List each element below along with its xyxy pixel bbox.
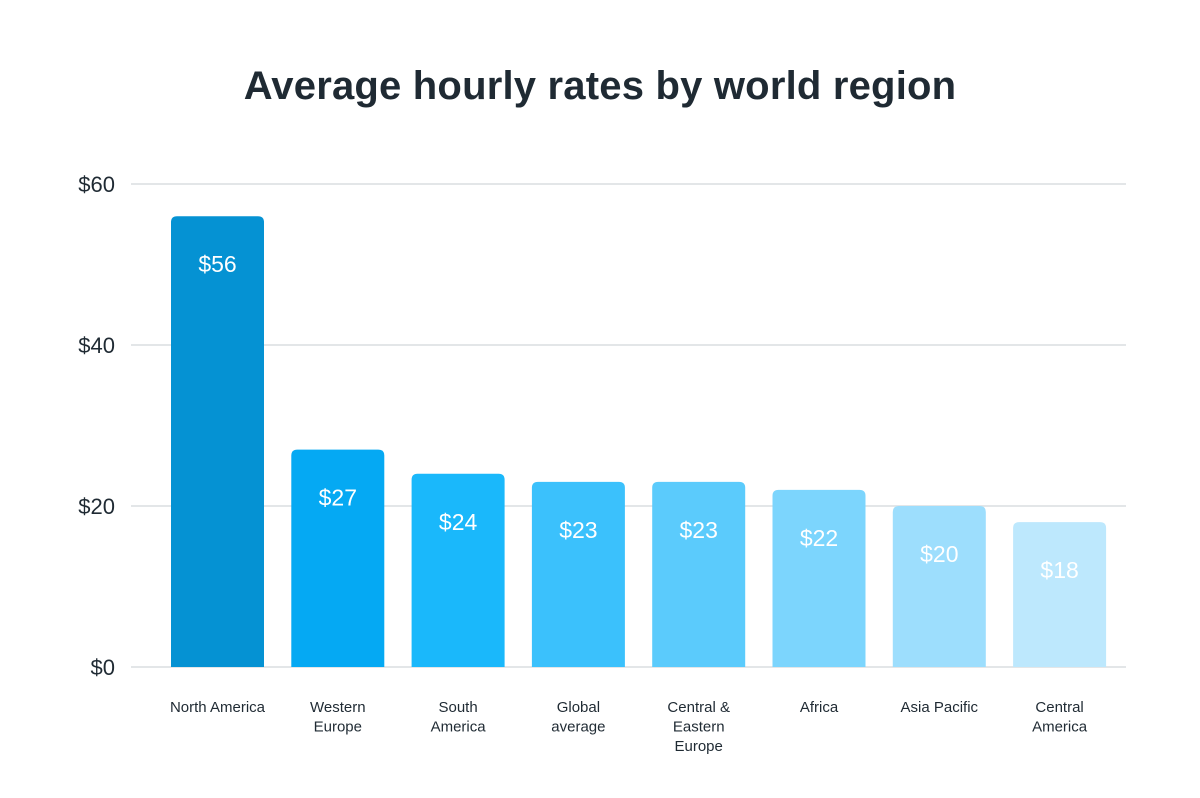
x-tick-label: Africa — [800, 699, 839, 716]
chart-title: Average hourly rates by world region — [243, 64, 957, 108]
bar — [652, 481, 746, 667]
bar — [171, 216, 264, 667]
data-label: $27 — [319, 485, 357, 511]
data-label: $18 — [1040, 557, 1078, 583]
x-tick-label: Asia Pacific — [901, 699, 979, 716]
data-label: $56 — [198, 251, 236, 277]
x-tick-label: America — [431, 719, 487, 736]
x-tick-label: Eastern — [673, 719, 725, 736]
y-tick-label: $0 — [91, 655, 115, 680]
x-tick-label: Global — [557, 699, 600, 716]
bar — [772, 489, 866, 667]
x-tick-label: Europe — [314, 719, 362, 736]
data-label: $22 — [800, 525, 838, 551]
bar — [411, 473, 505, 667]
data-label: $23 — [680, 517, 718, 543]
data-label: $24 — [439, 509, 478, 535]
bar — [892, 506, 986, 667]
y-tick-label: $60 — [78, 172, 115, 197]
y-tick-label: $20 — [78, 494, 115, 519]
data-label: $20 — [920, 541, 958, 567]
x-tick-label: Central & — [667, 699, 730, 716]
bar — [291, 449, 385, 667]
x-tick-label: North America — [170, 699, 266, 716]
y-tick-label: $40 — [78, 333, 115, 358]
x-tick-label: average — [551, 719, 605, 736]
x-tick-label: Europe — [675, 738, 723, 755]
x-tick-label: South — [438, 699, 477, 716]
data-label: $23 — [559, 517, 597, 543]
x-tick-label: Western — [310, 699, 366, 716]
x-tick-label: America — [1032, 719, 1088, 736]
x-tick-label: Central — [1035, 699, 1083, 716]
bar — [1013, 522, 1107, 667]
bar — [531, 481, 625, 667]
